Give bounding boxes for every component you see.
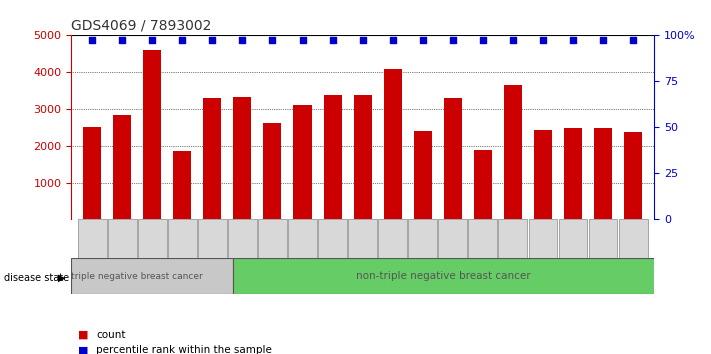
Bar (173, 151, 191, 219)
Bar (348, 219, 377, 258)
Point (237, 37, 248, 42)
Bar (378, 219, 407, 258)
Text: GDS4069 / 7893002: GDS4069 / 7893002 (71, 19, 211, 33)
Bar (589, 219, 617, 258)
Point (507, 37, 518, 42)
Text: ■: ■ (78, 346, 89, 354)
Text: disease state: disease state (4, 273, 69, 283)
Bar (83, 127, 101, 219)
Bar (474, 149, 492, 219)
Bar (228, 219, 257, 258)
Bar (138, 219, 166, 258)
Bar (294, 105, 311, 219)
Bar (439, 219, 467, 258)
Point (387, 37, 398, 42)
Point (267, 37, 278, 42)
Bar (384, 69, 402, 219)
Point (87, 37, 98, 42)
Point (296, 37, 308, 42)
Point (627, 37, 638, 42)
Point (447, 37, 459, 42)
Bar (203, 98, 221, 219)
Bar (624, 132, 642, 219)
Text: ▶: ▶ (58, 273, 66, 283)
Bar (113, 115, 132, 219)
Point (146, 37, 158, 42)
Bar (324, 95, 341, 219)
Text: count: count (96, 330, 125, 339)
Bar (288, 219, 317, 258)
Point (176, 37, 188, 42)
Bar (528, 219, 557, 258)
Text: percentile rank within the sample: percentile rank within the sample (96, 346, 272, 354)
Point (477, 37, 488, 42)
Point (117, 37, 128, 42)
Text: ■: ■ (78, 330, 89, 339)
Bar (444, 98, 461, 219)
Bar (353, 95, 372, 219)
Point (567, 37, 579, 42)
Bar (559, 219, 587, 258)
Point (417, 37, 429, 42)
Text: triple negative breast cancer: triple negative breast cancer (71, 272, 203, 281)
Bar (77, 219, 107, 258)
Text: non-triple negative breast cancer: non-triple negative breast cancer (356, 271, 531, 281)
Bar (534, 130, 552, 219)
Bar (564, 128, 582, 219)
Bar (168, 219, 197, 258)
Bar (414, 131, 432, 219)
Point (207, 37, 218, 42)
Bar (108, 219, 137, 258)
Point (357, 37, 368, 42)
Point (538, 37, 549, 42)
Bar (504, 85, 522, 219)
Bar (264, 123, 282, 219)
Bar (318, 219, 347, 258)
Bar (619, 219, 648, 258)
Bar (594, 128, 612, 219)
Point (327, 37, 338, 42)
Bar (408, 219, 437, 258)
Bar (143, 50, 161, 219)
Point (597, 37, 609, 42)
Bar (469, 219, 497, 258)
Bar (233, 97, 252, 219)
Bar (233, 258, 675, 294)
Bar (498, 219, 528, 258)
Bar (198, 219, 227, 258)
Bar (258, 219, 287, 258)
Bar (71, 258, 233, 294)
